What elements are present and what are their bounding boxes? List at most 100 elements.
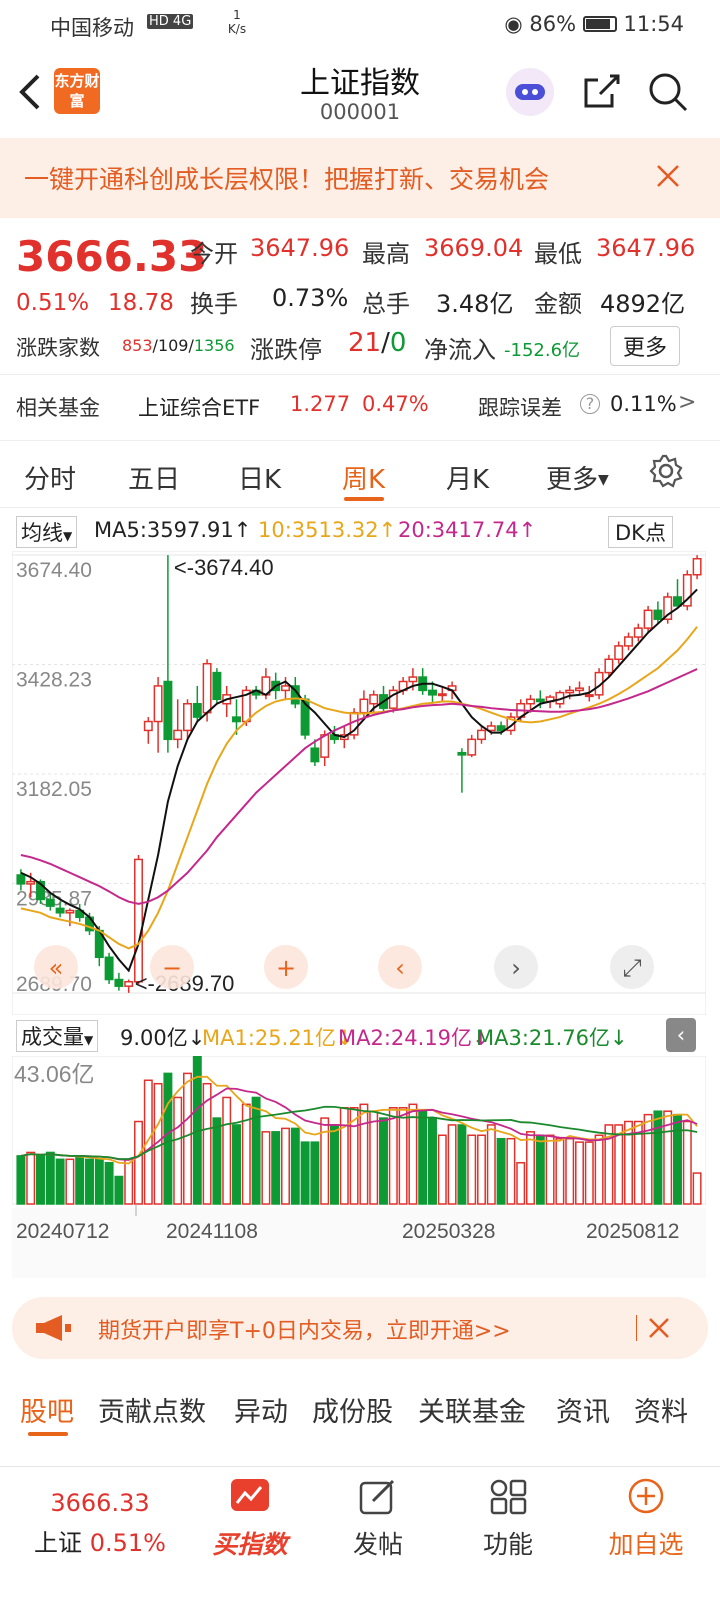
volume-bar (496, 1137, 506, 1205)
change-percent: 0.51% (16, 290, 90, 316)
futures-ad-text[interactable]: 期货开户即享T+0日内交易，立即开通>> (98, 1319, 511, 1344)
chart-control-fullscreen[interactable]: ⤢ (610, 945, 654, 989)
search-icon[interactable] (646, 70, 690, 118)
more-button[interactable]: 更多 (610, 326, 681, 366)
volume-bar (428, 1117, 437, 1205)
tab-guba[interactable]: 股吧 (20, 1397, 74, 1428)
page-title: 上证指数 (300, 66, 420, 101)
tab-five-day[interactable]: 五日 (128, 465, 181, 495)
breadth-label: 涨跌家数 (16, 336, 100, 360)
fund-name[interactable]: 上证综合ETF (138, 396, 261, 420)
chart-control-icon: − (162, 954, 182, 982)
volume-bar (75, 1155, 85, 1205)
settings-icon[interactable] (648, 453, 684, 493)
volume-bar (310, 1141, 320, 1205)
candle (114, 978, 124, 987)
candle (75, 909, 85, 918)
current-price: 3666.33 (16, 232, 208, 281)
share-icon[interactable] (580, 70, 622, 116)
dropdown-icon: ▼ (598, 472, 609, 488)
chart-control-right[interactable]: › (494, 945, 538, 989)
volume-bar (241, 1103, 251, 1205)
dk-button[interactable]: DK点 (608, 516, 673, 548)
chart-control-icon: › (511, 954, 521, 982)
chart-control-left-double[interactable]: « (34, 945, 78, 989)
low-value: 3647.96 (596, 234, 696, 262)
open-label: 今开 (190, 240, 238, 268)
volume-bar (55, 1158, 65, 1205)
add-watchlist-button[interactable]: 加自选 (596, 1477, 696, 1561)
futures-ad-bar[interactable]: 期货开户即享T+0日内交易，立即开通>> (12, 1297, 708, 1359)
chart-control-icon: ‹ (395, 954, 405, 982)
tab-contribution[interactable]: 贡献点数 (98, 1397, 206, 1428)
turnover-value: 0.73% (272, 284, 349, 312)
volume-chart[interactable]: 43.06亿 20240712 20241108 20250328 20250812 (12, 1056, 706, 1278)
candle (575, 687, 584, 692)
back-icon[interactable] (18, 72, 42, 112)
date-tick-label: 20240712 (16, 1220, 109, 1243)
ma20-line (20, 668, 698, 905)
candle (143, 720, 153, 732)
breadth-values: 853/109/1356 (122, 336, 235, 355)
ma-selector[interactable]: 均线▼ (16, 516, 78, 548)
close-icon[interactable] (648, 1317, 670, 1343)
volume-bar (290, 1127, 300, 1205)
candlestick-chart[interactable]: 3674.403428.233182.052935.872689.70<-367… (12, 551, 706, 1015)
candle (163, 680, 173, 741)
turnover-label: 换手 (190, 290, 238, 318)
chart-control-minus[interactable]: − (150, 945, 194, 989)
volume-bar (232, 1124, 241, 1205)
tab-daily-k[interactable]: 日K (238, 465, 282, 495)
tab-movement[interactable]: 异动 (234, 1397, 288, 1428)
app-logo[interactable]: 东方财富 (54, 68, 100, 114)
candle (486, 725, 496, 732)
candle (310, 747, 320, 763)
volume-bar (545, 1134, 555, 1205)
tab-related-funds[interactable]: 关联基金 (418, 1397, 526, 1428)
functions-button[interactable]: 功能 (468, 1477, 548, 1561)
promo-banner[interactable]: 一键开通科创成长层权限！把握打新、交易机会 (0, 138, 720, 218)
tab-intraday[interactable]: 分时 (24, 465, 77, 495)
candle (663, 596, 673, 620)
network-label: HD 4G (147, 14, 194, 29)
close-icon[interactable] (656, 164, 680, 192)
battery-icon (582, 16, 617, 32)
help-icon[interactable]: ? (580, 394, 600, 414)
promo-banner-text[interactable]: 一键开通科创成长层权限！把握打新、交易机会 (24, 165, 550, 194)
volume-max-label: 43.06亿 (14, 1061, 95, 1087)
dropdown-icon: ▼ (63, 529, 73, 543)
buy-index-button[interactable]: 买指数 (200, 1477, 300, 1561)
volume-bar (300, 1141, 310, 1205)
volume-bar (26, 1151, 36, 1205)
chart-control-icon: « (49, 954, 64, 982)
stock-code: 000001 (319, 100, 401, 124)
chart-frame (12, 551, 706, 1015)
speed-label: 1 K/s (227, 8, 247, 36)
tracking-error-value[interactable]: 0.11% (610, 392, 677, 416)
chart-control-left[interactable]: ‹ (378, 945, 422, 989)
volume-bar (261, 1131, 271, 1205)
date-tick-label: 20250328 (402, 1220, 495, 1243)
candle (653, 609, 663, 620)
ma10-label: 10:3513.32↑ (258, 518, 397, 542)
tab-profile[interactable]: 资料 (634, 1397, 688, 1428)
quote-panel: 3666.33 0.51% 18.78 今开 3647.96 最高 3669.0… (0, 218, 720, 440)
tab-weekly-k[interactable]: 周K (342, 465, 386, 495)
chevron-right-icon[interactable]: > (678, 390, 697, 415)
tab-constituents[interactable]: 成份股 (312, 1397, 393, 1428)
candle (624, 636, 633, 647)
candle (134, 858, 143, 983)
tab-news[interactable]: 资讯 (556, 1397, 610, 1428)
candle (643, 609, 653, 629)
tab-monthly-k[interactable]: 月K (446, 465, 490, 495)
collapse-panel-button[interactable]: ‹ (666, 1018, 696, 1052)
y-tick-label: 3674.40 (16, 559, 92, 582)
date-axis (12, 1208, 706, 1278)
chart-control-plus[interactable]: + (264, 945, 308, 989)
volume-bar (516, 1162, 526, 1205)
robot-avatar-icon[interactable] (506, 68, 554, 116)
info-tabs: 股吧 贡献点数 异动 成份股 关联基金 资讯 资料 (0, 1380, 720, 1442)
tab-more[interactable]: 更多▼ (546, 465, 609, 495)
volume-selector[interactable]: 成交量▼ (16, 1020, 99, 1052)
post-button[interactable]: 发帖 (338, 1477, 418, 1561)
